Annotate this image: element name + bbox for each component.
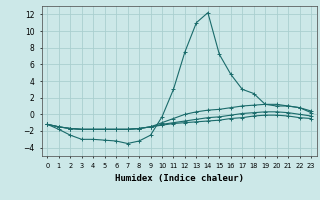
X-axis label: Humidex (Indice chaleur): Humidex (Indice chaleur) xyxy=(115,174,244,184)
